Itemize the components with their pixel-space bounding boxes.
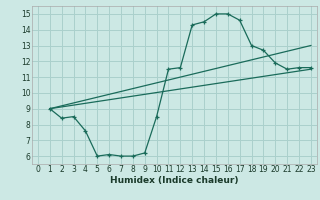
X-axis label: Humidex (Indice chaleur): Humidex (Indice chaleur) — [110, 176, 239, 185]
